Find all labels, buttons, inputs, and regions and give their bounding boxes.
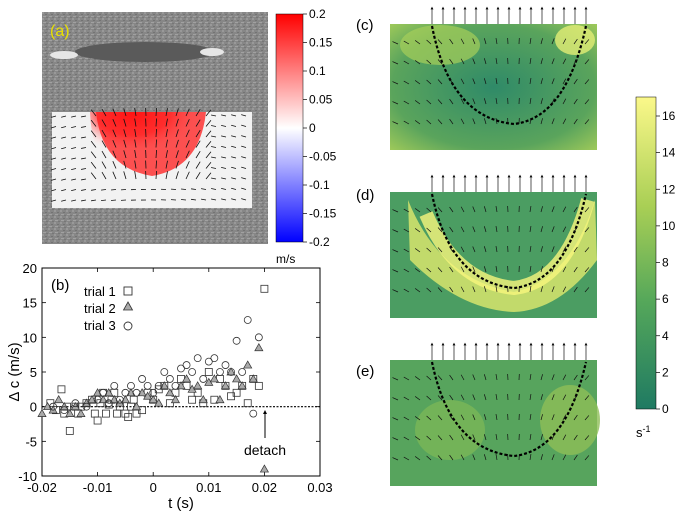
velocity-colorbar-tick-label: 0.05 xyxy=(309,93,333,107)
velocity-colorbar-tick-label: 0.2 xyxy=(309,7,326,21)
shear-colorbar-tick-label: 10 xyxy=(662,219,676,233)
shear-colorbar-tick-label: 14 xyxy=(662,146,676,160)
y-tick-label: -10 xyxy=(18,469,37,484)
velocity-colorbar-tick-label: -0.2 xyxy=(309,235,330,249)
y-tick-label: 10 xyxy=(23,330,37,345)
x-tick-label: 0.01 xyxy=(196,480,221,495)
y-tick-label: -5 xyxy=(25,434,37,449)
panel-a-image: (a) xyxy=(42,12,268,244)
panel-label-b: (b) xyxy=(51,277,69,294)
shear-colorbar: 16 14 12 10 8 6 4 2 0 s-1 xyxy=(636,97,676,440)
panel-label-a: (a) xyxy=(50,23,70,40)
velocity-vector xyxy=(181,189,186,190)
shear-colorbar-tick-label: 8 xyxy=(662,256,669,270)
velocity-colorbar: 0.2 0.15 0.1 0.05 0 -0.05 -0.1 -0.15 -0.2 m/s xyxy=(276,7,337,266)
velocity-vector xyxy=(111,200,116,201)
shear-colorbar-tick-label: 4 xyxy=(662,329,669,343)
y-tick-label: 0 xyxy=(30,400,37,415)
panel-label-e: (e) xyxy=(356,363,374,380)
x-tick-label: 0.03 xyxy=(307,480,332,495)
shear-colorbar-tick-label: 6 xyxy=(662,292,669,306)
chart-xlabel: t (s) xyxy=(168,495,194,512)
velocity-colorbar-tick-label: 0 xyxy=(309,121,316,135)
panel-c-shear: (c) xyxy=(356,8,597,150)
velocity-colorbar-tick-label: -0.15 xyxy=(309,207,337,221)
shear-colorbar-tick-label: 2 xyxy=(662,365,669,379)
legend-trial-3: trial 3 xyxy=(84,318,116,333)
panel-d-shear: (d) xyxy=(356,176,597,318)
shear-colorbar-tick-label: 12 xyxy=(662,182,676,196)
x-tick-label: 0 xyxy=(150,480,157,495)
shear-colorbar-tick-label: 0 xyxy=(662,402,669,416)
panel-e-shear: (e) xyxy=(356,344,600,486)
velocity-colorbar-tick-label: 0.15 xyxy=(309,36,333,50)
velocity-colorbar-tick-label: -0.1 xyxy=(309,178,330,192)
detach-annotation: detach xyxy=(244,442,286,458)
legend-trial-2: trial 2 xyxy=(84,301,116,316)
panel-label-d: (d) xyxy=(356,187,374,204)
y-tick-label: 20 xyxy=(23,261,37,276)
shear-colorbar-tick-label: 16 xyxy=(662,109,676,123)
y-tick-label: 15 xyxy=(23,296,37,311)
legend-trial-1: trial 1 xyxy=(84,284,116,299)
chart-ylabel: Δ c (m/s) xyxy=(6,342,23,401)
panel-label-c: (c) xyxy=(356,17,374,34)
velocity-colorbar-tick-label: 0.1 xyxy=(309,64,326,78)
y-tick-label: 5 xyxy=(30,365,37,380)
x-tick-label: -0.01 xyxy=(83,480,113,495)
velocity-colorbar-unit: m/s xyxy=(276,252,295,266)
velocity-vector xyxy=(181,199,186,200)
velocity-vector xyxy=(111,190,116,191)
x-tick-label: 0.02 xyxy=(252,480,277,495)
shear-colorbar-unit: s-1 xyxy=(636,424,651,440)
velocity-colorbar-tick-label: -0.05 xyxy=(309,150,337,164)
